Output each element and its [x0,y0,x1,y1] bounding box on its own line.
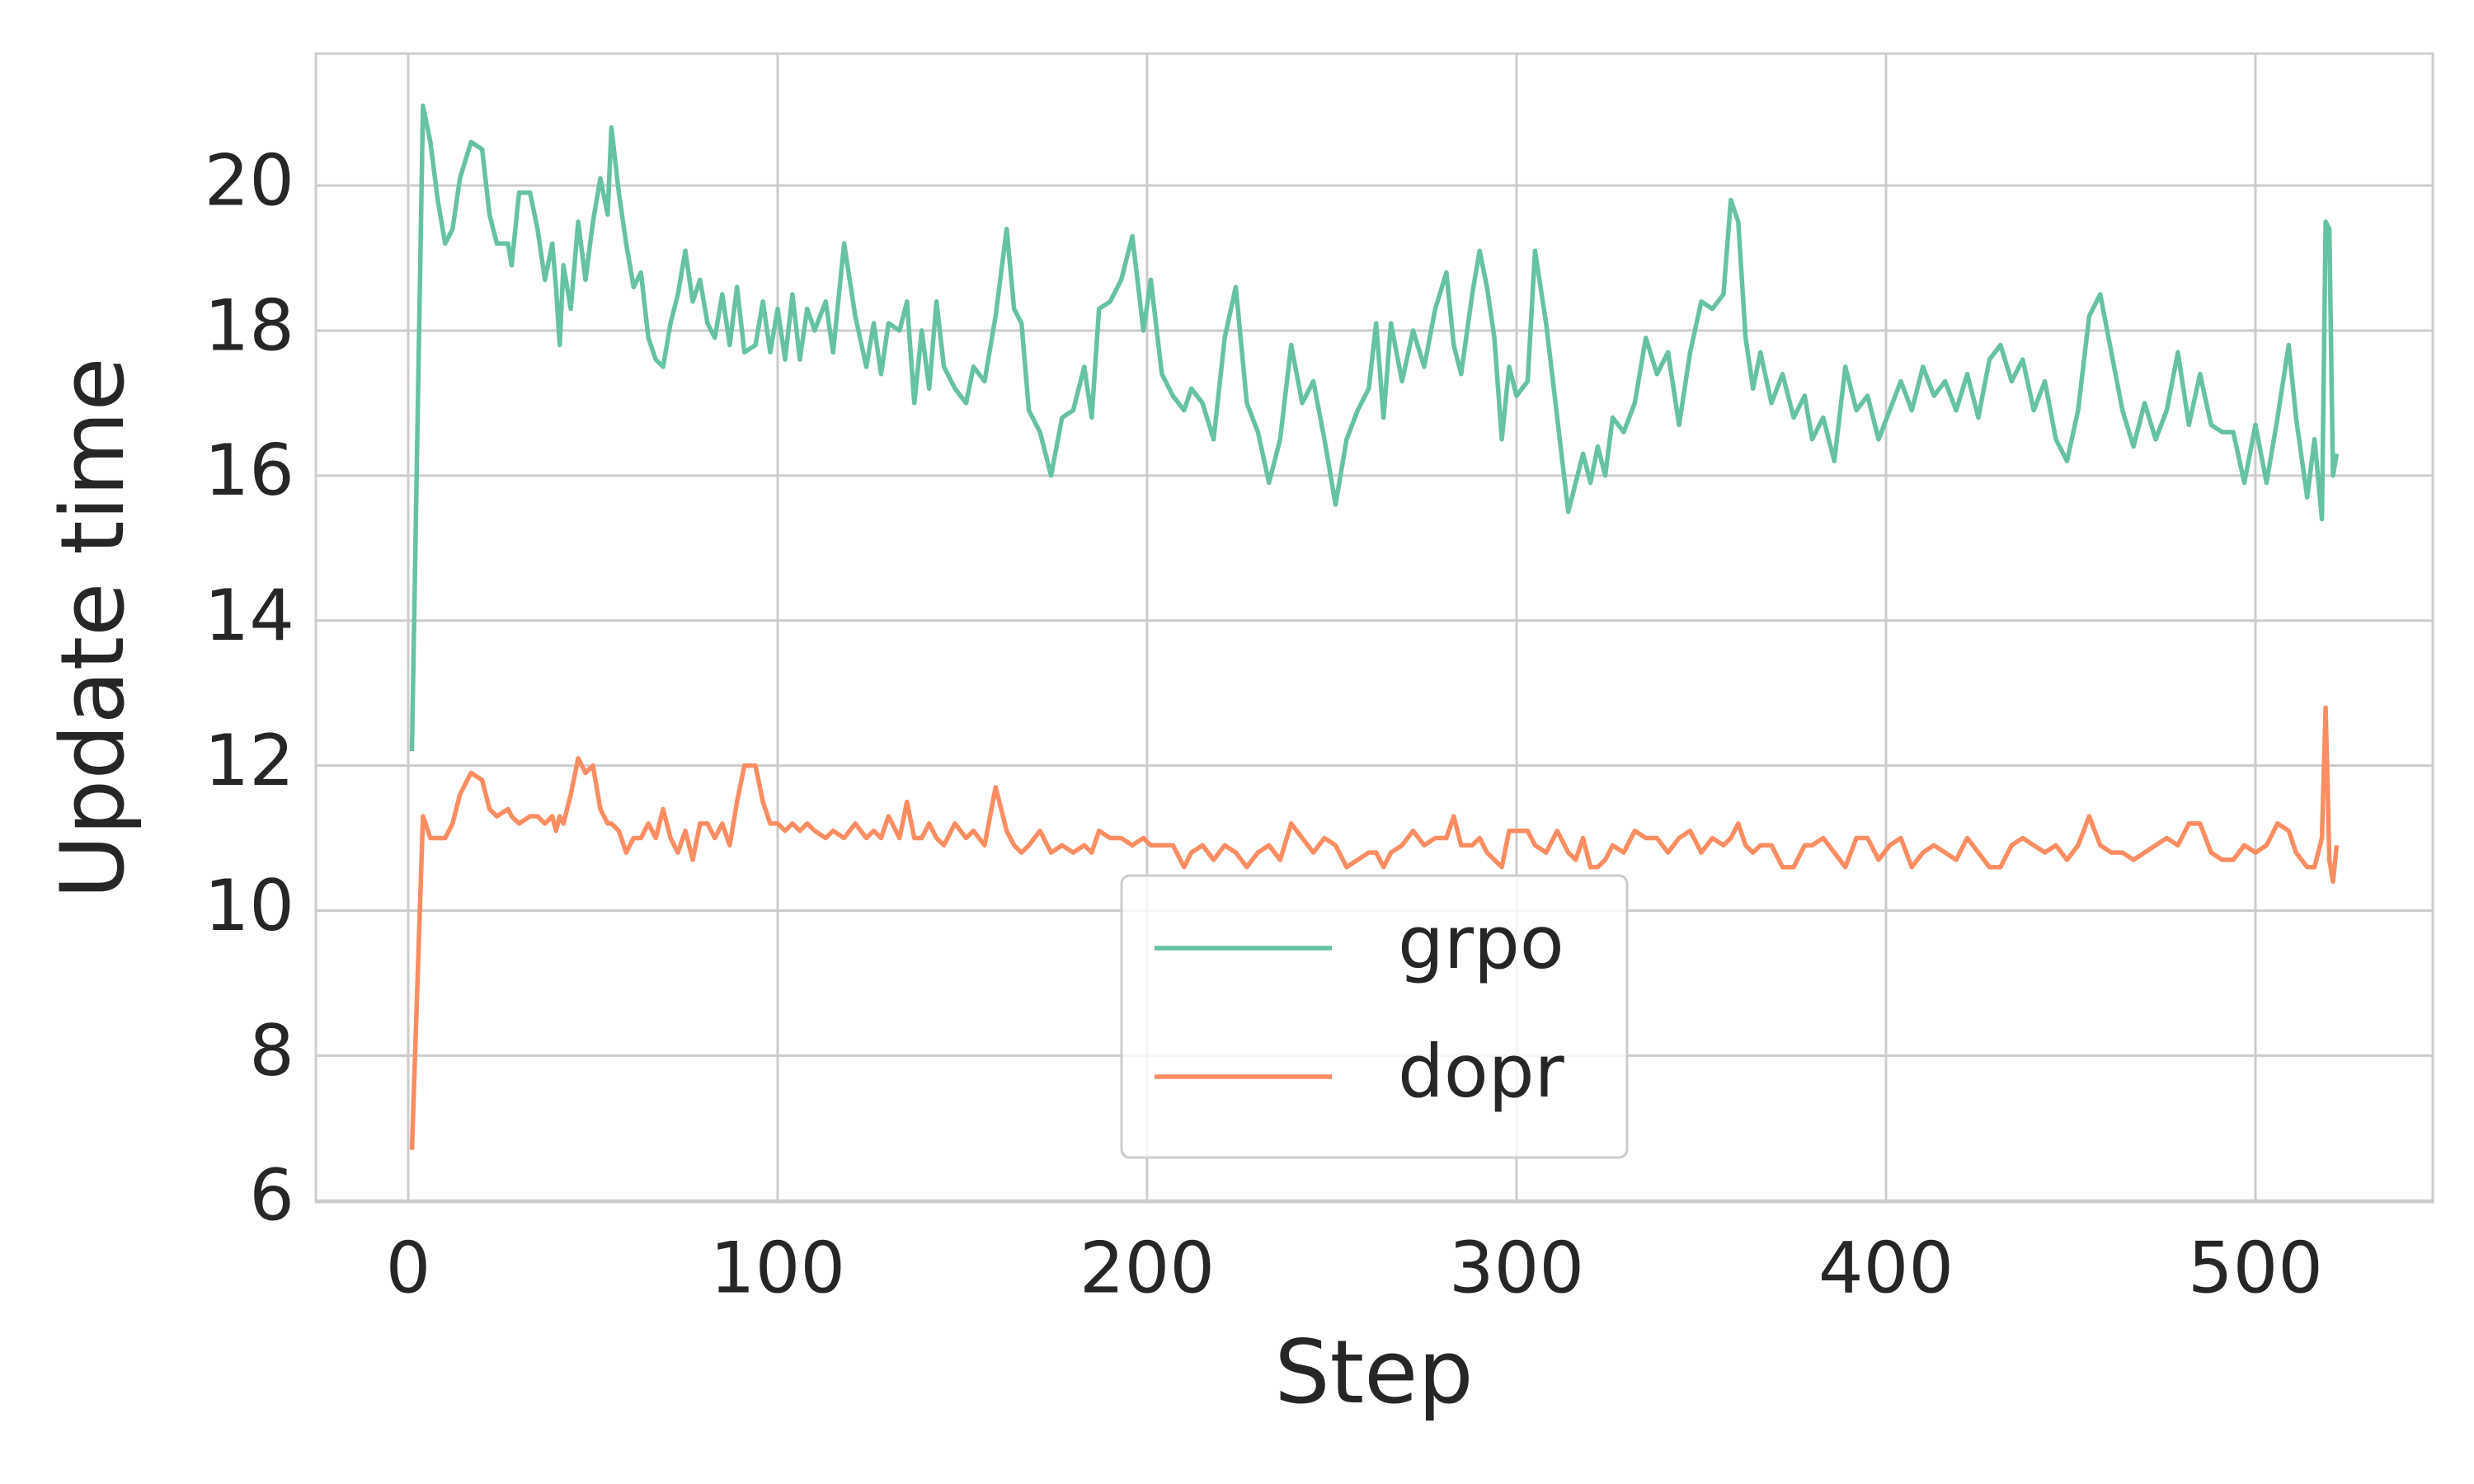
x-tick-label: 500 [2188,1227,2323,1309]
plot-area [409,103,2340,1150]
axis-labels: 0 100 200 300 400 500 6 8 10 12 14 16 18 20 [205,139,2323,1309]
x-tick-label: 300 [1449,1227,1584,1309]
legend-label: grpo [1398,900,1564,985]
y-tick-label: 18 [205,284,294,367]
x-axis-label: Step [1274,1322,1473,1423]
y-tick-label: 20 [205,139,294,222]
y-axis-label: Update time [42,357,143,899]
series-line [409,103,2340,752]
y-tick-label: 10 [205,865,294,947]
series-line [409,705,2340,1150]
x-tick-label: 100 [710,1227,845,1309]
legend: grpo dopr [1120,874,1629,1159]
x-tick-label: 400 [1818,1227,1954,1309]
y-tick-label: 16 [205,430,294,512]
x-tick-label: 0 [386,1227,431,1309]
y-tick-label: 12 [205,720,294,802]
legend-label: dopr [1398,1029,1565,1114]
x-tick-label: 200 [1079,1227,1215,1309]
axes-frame [314,52,2434,1204]
y-tick-label: 8 [249,1010,294,1092]
y-tick-label: 14 [205,575,294,657]
y-tick-label: 6 [249,1155,294,1237]
